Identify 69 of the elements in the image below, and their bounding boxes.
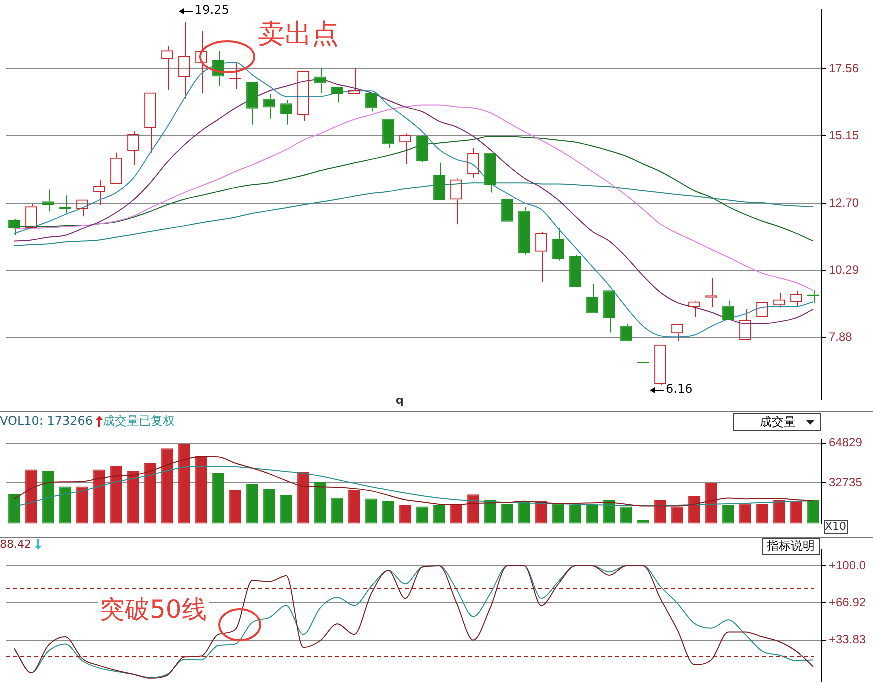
candlestick (42, 189, 54, 212)
annotation: 6.16 (666, 382, 693, 396)
candlestick (518, 206, 530, 256)
bar (552, 504, 564, 524)
bar (740, 504, 752, 524)
y-tick-label: +100.0 (829, 558, 866, 572)
candlestick (604, 290, 616, 334)
bar (790, 500, 802, 524)
bar (468, 494, 480, 524)
bar (144, 463, 156, 524)
y-tick-label: 10.29 (829, 262, 860, 277)
candlestick (416, 134, 428, 163)
y-tick-label: 64829 (829, 436, 863, 450)
text: 成交量 (760, 415, 796, 429)
y-tick-label: 12.70 (829, 196, 860, 210)
candlestick (570, 254, 582, 288)
bar (110, 466, 122, 524)
bar (808, 500, 820, 524)
bar (8, 494, 20, 524)
candlestick (382, 118, 394, 149)
bar (484, 500, 496, 524)
bar (688, 496, 700, 524)
y-tick-label: +33.83 (829, 632, 866, 647)
bar (298, 472, 310, 524)
candlestick (434, 162, 446, 200)
bar (604, 500, 616, 524)
bar (212, 473, 224, 524)
annotation: q (396, 394, 404, 407)
annotation: 卖出点 (258, 19, 339, 50)
bar (94, 470, 106, 524)
candlestick (552, 228, 564, 262)
candlestick (246, 82, 258, 126)
candlestick (332, 88, 344, 104)
bar (76, 486, 88, 524)
y-tick-label: +66.92 (829, 595, 866, 610)
bar (536, 500, 548, 524)
annotation: 指标说明 (767, 539, 815, 553)
bar (60, 486, 72, 524)
bar (42, 470, 54, 524)
y-tick-label: 15.15 (829, 128, 860, 142)
bar (26, 470, 38, 524)
annotation: 88.42 (0, 538, 32, 551)
bar (382, 500, 394, 524)
candlestick (314, 68, 326, 94)
y-tick-label: 32735 (829, 476, 863, 490)
candlestick (484, 152, 496, 194)
bar (196, 456, 208, 524)
bar (230, 490, 242, 524)
bar (246, 484, 258, 524)
bar (332, 498, 344, 524)
bar (314, 482, 326, 524)
annotation: 突破50线 (100, 595, 207, 624)
bar (654, 500, 666, 524)
bar (162, 448, 174, 524)
y-tick-label: 7.88 (829, 330, 853, 344)
bar (280, 496, 292, 524)
y-tick-label: 17.56 (829, 62, 860, 76)
text: 成交量已复权 (103, 414, 175, 428)
bar (774, 500, 786, 524)
annotation: 19.25 (195, 3, 230, 17)
bar (178, 444, 190, 524)
bar (348, 490, 360, 524)
bar (706, 482, 718, 524)
bar (518, 501, 530, 524)
text: VOL10: 173266 (0, 414, 94, 428)
bar (264, 488, 276, 524)
bar (366, 498, 378, 524)
line-series (14, 456, 814, 507)
text: X10 (825, 520, 847, 533)
